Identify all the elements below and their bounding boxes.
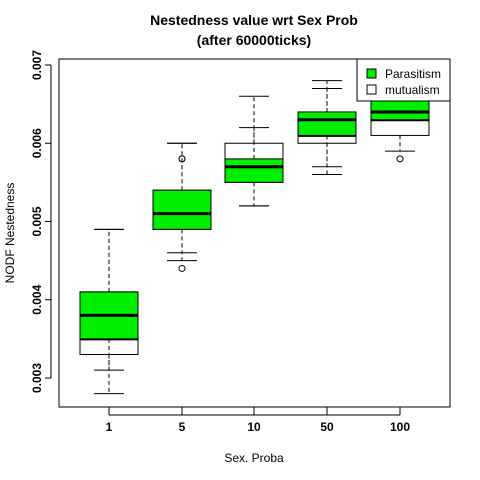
chart-title-line2: (after 60000ticks) (197, 32, 311, 48)
box-iqr (297, 111, 357, 136)
box-parasitism-10 (224, 127, 284, 207)
legend: Parasitism mutualism (356, 58, 451, 102)
outlier-point (178, 264, 186, 272)
box-parasitism-100 (370, 80, 430, 121)
y-axis-label: NODF Nestedness (3, 183, 17, 284)
box-parasitism-5 (152, 142, 212, 254)
legend-swatch-mutualism (366, 84, 377, 95)
y-tick-label: 0.004 (30, 284, 44, 314)
outlier-point (178, 155, 186, 163)
legend-label-mutualism: mutualism (385, 83, 440, 97)
box-iqr (152, 189, 212, 230)
outlier-point (396, 155, 404, 163)
box-iqr (224, 158, 284, 183)
x-tick-label: 100 (390, 420, 410, 434)
x-tick-label: 10 (247, 420, 261, 434)
y-tick-label: 0.005 (30, 206, 44, 236)
y-tick-label: 0.007 (30, 50, 44, 80)
y-tick-label: 0.003 (30, 363, 44, 393)
y-tick-label: 0.006 (30, 128, 44, 158)
x-tick-label: 50 (320, 420, 334, 434)
legend-label-parasitism: Parasitism (385, 67, 441, 81)
chart-title-line1: Nestedness value wrt Sex Prob (150, 12, 358, 28)
box-parasitism-1 (79, 228, 139, 395)
legend-swatch-parasitism (366, 68, 377, 79)
x-axis: 1 5 10 50 100 (106, 407, 410, 434)
x-tick-label: 5 (179, 420, 186, 434)
x-tick-label: 1 (106, 420, 113, 434)
box-parasitism-50 (297, 80, 357, 176)
y-axis: 0.003 0.004 0.005 0.006 0.007 (30, 50, 52, 393)
boxes-layer (79, 80, 430, 395)
x-axis-label: Sex. Proba (224, 451, 284, 465)
